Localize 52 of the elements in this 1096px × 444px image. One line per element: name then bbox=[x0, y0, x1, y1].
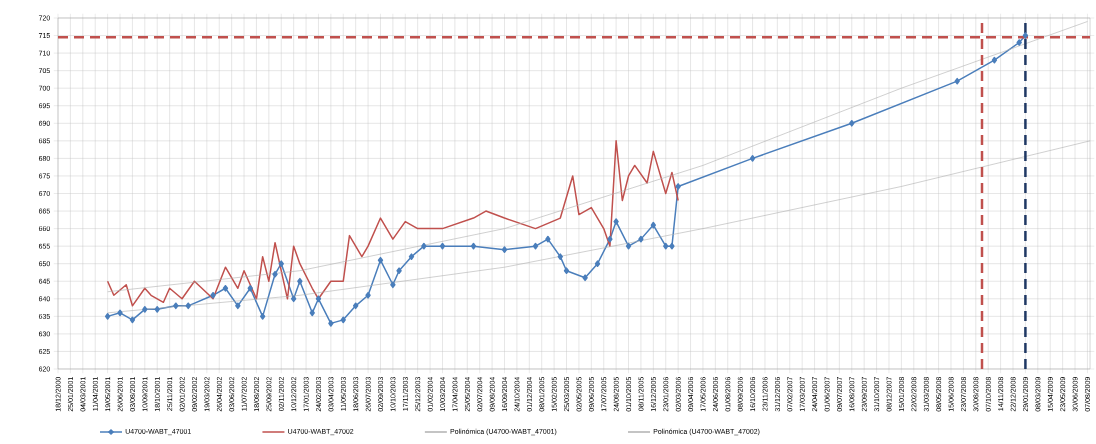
point bbox=[340, 316, 346, 324]
point bbox=[222, 284, 229, 292]
point bbox=[309, 309, 315, 317]
point bbox=[613, 218, 619, 225]
point bbox=[607, 235, 613, 243]
point bbox=[154, 305, 160, 313]
point bbox=[235, 302, 241, 310]
point bbox=[849, 119, 855, 127]
point bbox=[439, 242, 446, 250]
point bbox=[117, 309, 123, 317]
point bbox=[669, 242, 675, 250]
point bbox=[173, 302, 179, 310]
point bbox=[297, 277, 303, 285]
point bbox=[278, 260, 284, 268]
point bbox=[991, 56, 998, 64]
point bbox=[377, 256, 384, 264]
point bbox=[1016, 39, 1022, 46]
point bbox=[663, 242, 669, 250]
point bbox=[749, 155, 756, 162]
point bbox=[390, 281, 396, 289]
point bbox=[259, 313, 266, 320]
point bbox=[545, 235, 551, 243]
point bbox=[247, 284, 253, 292]
point bbox=[625, 242, 632, 250]
line-series bbox=[107, 21, 1088, 293]
point bbox=[272, 270, 278, 278]
point bbox=[290, 295, 297, 303]
line-series bbox=[106, 140, 679, 307]
point bbox=[563, 267, 570, 275]
point bbox=[408, 253, 415, 261]
point bbox=[129, 316, 136, 324]
point bbox=[1022, 32, 1029, 39]
point bbox=[185, 302, 191, 310]
point bbox=[365, 291, 371, 299]
point bbox=[396, 267, 402, 275]
point bbox=[470, 242, 477, 250]
point bbox=[328, 320, 334, 327]
point bbox=[582, 274, 588, 282]
point bbox=[675, 183, 681, 190]
point bbox=[210, 291, 216, 299]
point bbox=[532, 242, 539, 250]
point bbox=[142, 305, 148, 313]
point bbox=[501, 246, 508, 254]
point bbox=[638, 235, 644, 243]
point bbox=[557, 253, 564, 261]
point bbox=[352, 302, 359, 310]
point bbox=[421, 242, 427, 250]
point bbox=[104, 313, 111, 320]
point bbox=[954, 77, 960, 85]
point bbox=[594, 260, 601, 268]
point bbox=[650, 221, 657, 229]
point bbox=[315, 295, 322, 303]
